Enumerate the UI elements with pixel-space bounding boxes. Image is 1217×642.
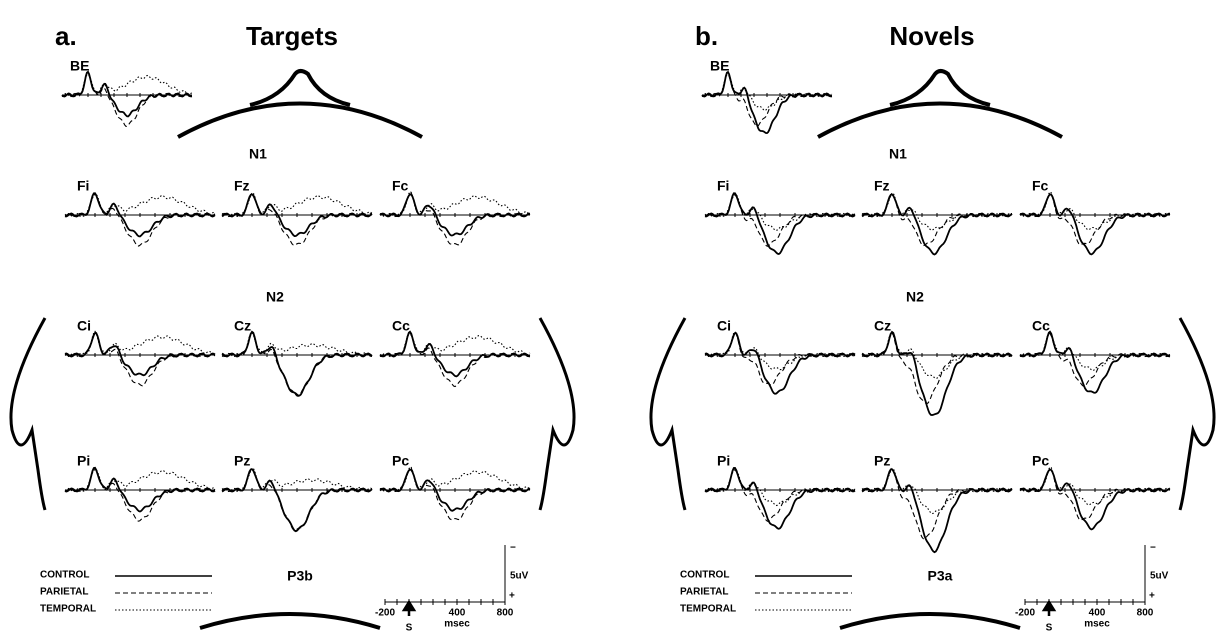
waveform bbox=[222, 194, 372, 245]
waveform bbox=[380, 333, 530, 387]
annotation: N1 bbox=[889, 146, 907, 162]
waveform bbox=[1020, 194, 1170, 245]
scale-unit: 5uV bbox=[1150, 571, 1169, 582]
figure: a. Targets BE Fi Fz Fc Ci Cz Cc Pi Pz Pc N1 N2 P3b CONT… bbox=[0, 0, 1217, 642]
legend-label: PARIETAL bbox=[680, 587, 729, 598]
chin-arc bbox=[200, 614, 380, 628]
waveform bbox=[222, 332, 372, 396]
waveform bbox=[380, 468, 530, 519]
electrode-label: Fz bbox=[234, 178, 250, 194]
waveform bbox=[222, 470, 372, 531]
waveform bbox=[862, 195, 1012, 246]
electrode-label: Pz bbox=[874, 453, 890, 469]
electrode-label: Cc bbox=[392, 318, 410, 334]
stimulus-arrow bbox=[1044, 602, 1054, 616]
waveform bbox=[1020, 333, 1170, 386]
annotation: P3b bbox=[287, 568, 313, 584]
electrode-label: BE bbox=[710, 58, 729, 74]
nose bbox=[890, 71, 990, 105]
head-arc bbox=[818, 104, 1062, 138]
waveform bbox=[705, 195, 855, 247]
waveform bbox=[1020, 332, 1170, 393]
waveform bbox=[62, 73, 192, 126]
legend-label: CONTROL bbox=[40, 570, 89, 581]
waveform bbox=[65, 469, 215, 521]
left-ear bbox=[651, 318, 685, 510]
stimulus-label: S bbox=[406, 623, 413, 634]
annotation: P3a bbox=[928, 568, 953, 584]
panel-letter: b. bbox=[695, 21, 718, 51]
panel-title: Targets bbox=[246, 21, 338, 51]
waveform bbox=[702, 74, 832, 110]
waveform bbox=[1020, 470, 1170, 530]
waveform bbox=[705, 469, 855, 521]
waveform bbox=[380, 193, 530, 245]
electrode-label: Cz bbox=[874, 318, 891, 334]
waveform bbox=[862, 471, 1012, 539]
waveform bbox=[1020, 469, 1170, 520]
scale-tick-label: -200 bbox=[1015, 608, 1035, 619]
waveform bbox=[222, 469, 372, 531]
electrode-label: Cz bbox=[234, 318, 251, 334]
annotation: N2 bbox=[266, 289, 284, 305]
waveform bbox=[705, 332, 855, 385]
waveform bbox=[1020, 194, 1170, 254]
stimulus-arrow bbox=[404, 602, 414, 616]
electrode-label: Fi bbox=[717, 178, 729, 194]
waveform bbox=[222, 332, 372, 397]
scale-bottom: + bbox=[1149, 591, 1155, 602]
nose bbox=[250, 71, 350, 105]
waveform bbox=[705, 468, 855, 529]
annotation: N2 bbox=[906, 289, 924, 305]
scale-tick-label: 400 bbox=[449, 608, 466, 619]
electrode-label: Pc bbox=[392, 453, 409, 469]
electrode-label: Fc bbox=[1032, 178, 1049, 194]
waveform bbox=[65, 332, 215, 386]
waveform bbox=[65, 194, 215, 246]
right-ear bbox=[1180, 318, 1214, 510]
electrode-label: Ci bbox=[77, 318, 91, 334]
waveform bbox=[862, 195, 1012, 255]
scale-tick-label: 400 bbox=[1089, 608, 1106, 619]
waveform bbox=[702, 73, 832, 126]
left-ear bbox=[11, 318, 45, 510]
waveform bbox=[705, 193, 855, 254]
scale-tick-label: -200 bbox=[375, 608, 395, 619]
waveform bbox=[705, 333, 855, 394]
waveform bbox=[862, 332, 1012, 415]
scale-unit: 5uV bbox=[510, 571, 529, 582]
electrode-label: Pc bbox=[1032, 453, 1049, 469]
panel-letter: a. bbox=[55, 21, 77, 51]
electrode-label: BE bbox=[70, 58, 89, 74]
scale-top: − bbox=[1150, 543, 1156, 554]
electrode-label: Pi bbox=[77, 453, 90, 469]
electrode-label: Fz bbox=[874, 178, 890, 194]
scale-time-unit: msec bbox=[444, 619, 470, 630]
electrode-label: Fi bbox=[77, 178, 89, 194]
legend-label: PARIETAL bbox=[40, 587, 89, 598]
electrode-label: Fc bbox=[392, 178, 409, 194]
scale-tick-label: 800 bbox=[497, 608, 514, 619]
annotation: N1 bbox=[249, 146, 267, 162]
head-arc bbox=[178, 104, 422, 138]
scale-tick-label: 800 bbox=[1137, 608, 1154, 619]
right-ear bbox=[540, 318, 574, 510]
scale-time-unit: msec bbox=[1084, 619, 1110, 630]
chin-arc bbox=[840, 614, 1020, 628]
legend-label: CONTROL bbox=[680, 570, 729, 581]
stimulus-label: S bbox=[1046, 623, 1053, 634]
electrode-label: Cc bbox=[1032, 318, 1050, 334]
electrode-label: Ci bbox=[717, 318, 731, 334]
scale-bottom: + bbox=[509, 591, 515, 602]
waveform bbox=[702, 72, 832, 133]
panel-title: Novels bbox=[889, 21, 974, 51]
waveform bbox=[862, 469, 1012, 552]
legend-label: TEMPORAL bbox=[40, 604, 96, 615]
electrode-label: Pz bbox=[234, 453, 250, 469]
electrode-label: Pi bbox=[717, 453, 730, 469]
waveform bbox=[862, 333, 1012, 404]
scale-top: − bbox=[510, 543, 516, 554]
legend-label: TEMPORAL bbox=[680, 604, 736, 615]
